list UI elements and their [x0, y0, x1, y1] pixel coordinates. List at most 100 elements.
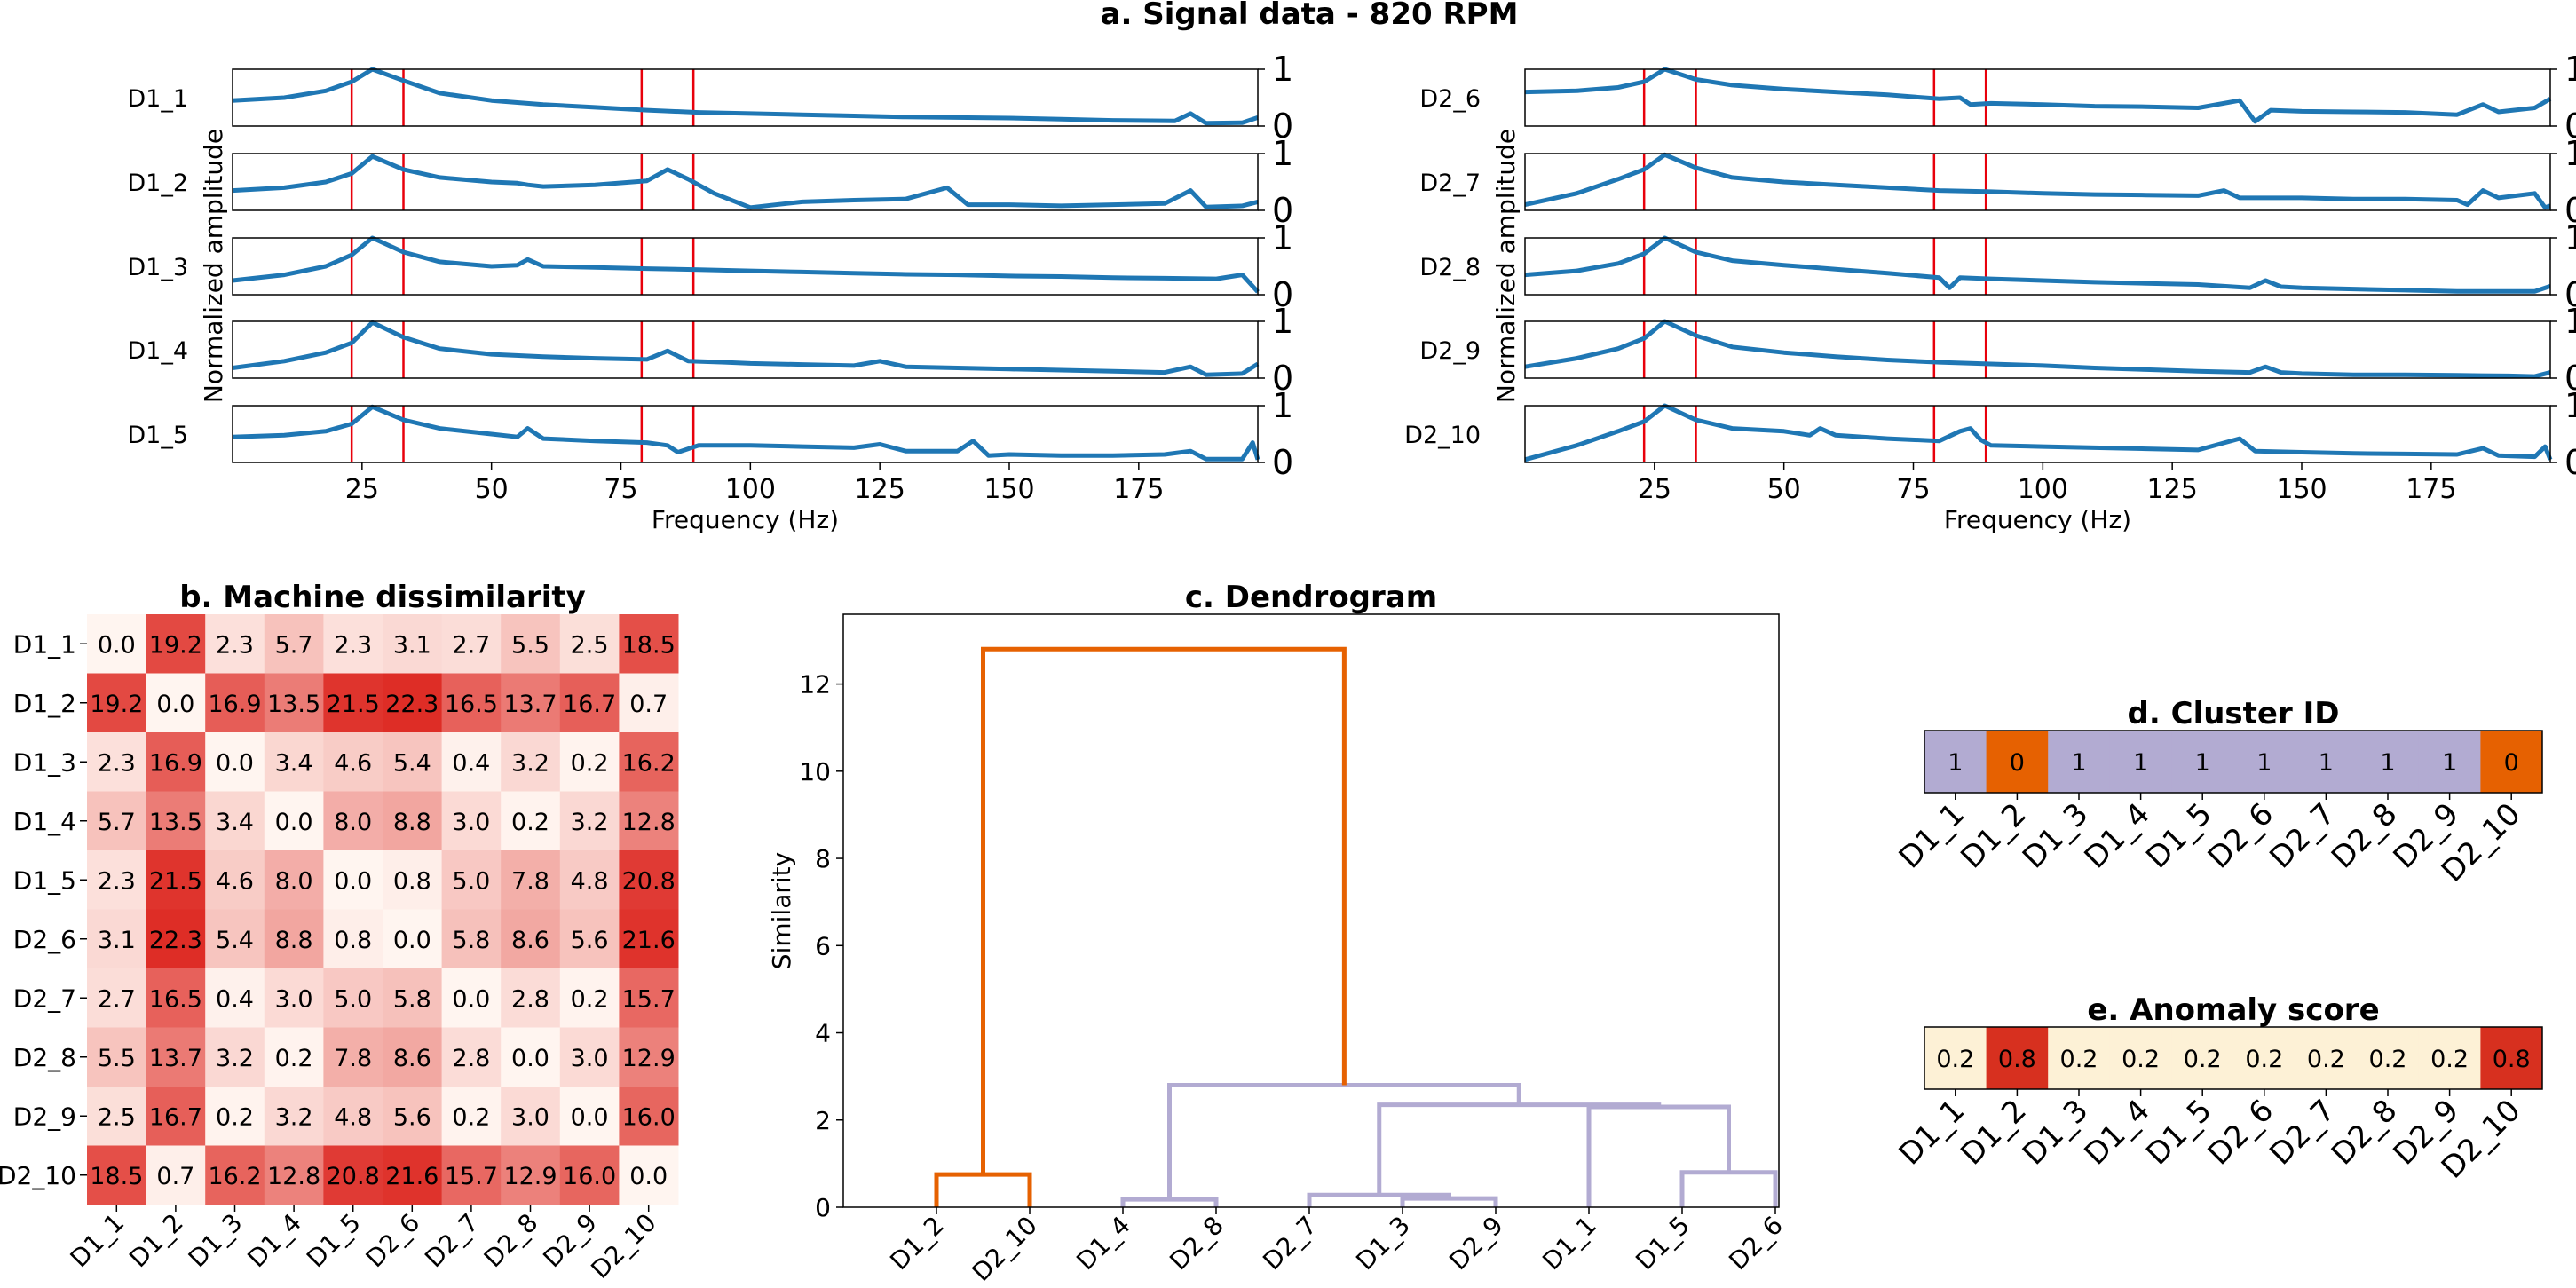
heatmap-cell [383, 791, 443, 851]
y-tick-label: 0 [1272, 107, 1293, 146]
series-label: D2_6 [1419, 85, 1481, 113]
x-tick-label: 125 [2147, 474, 2198, 505]
heatmap-cell [441, 791, 502, 851]
cell-value: 1 [2319, 749, 2334, 777]
subplot-frame [1524, 237, 2551, 296]
heatmap-cell [205, 614, 265, 674]
cell-value: 0.7 [156, 1163, 194, 1190]
heatmap-cell [87, 673, 147, 733]
x-axis-label: Frequency (Hz) [652, 505, 839, 534]
strip-label: D2_6 [2201, 796, 2280, 875]
strip-cell [2357, 1027, 2420, 1089]
dendrogram-link [1377, 1102, 1662, 1196]
cell-value: 3.0 [511, 1103, 549, 1131]
col-label: D1_4 [241, 1208, 307, 1274]
heatmap-cell [441, 673, 502, 733]
cell-value: 5.6 [571, 927, 609, 954]
heatmap-cell [205, 909, 265, 969]
plot-frame [842, 613, 1780, 1208]
anomaly-score-panel: e. Anomaly score 0.2 D1_1 0.8 D1_2 0.2 D1_3 0.2… [1892, 992, 2543, 1186]
cell-value: 3.4 [275, 749, 313, 777]
cell-value: 20.8 [327, 1163, 380, 1190]
heatmap-cell [205, 732, 265, 792]
cell-value: 5.7 [275, 631, 313, 659]
y-tick-label: 1 [2564, 218, 2576, 257]
y-tick-label: 1 [1272, 386, 1293, 425]
y-tick-label: 1 [2564, 386, 2576, 425]
cell-value: 0.2 [275, 1045, 313, 1072]
x-tick-label: 25 [345, 474, 379, 505]
cell-value: 1 [2133, 749, 2148, 777]
col-label: D2_10 [585, 1208, 661, 1284]
signal-line [232, 235, 1260, 294]
cell-value: 0 [2010, 749, 2025, 777]
heatmap-cell [383, 1145, 443, 1205]
heatmap-cell [559, 909, 620, 969]
heatmap-cell [146, 673, 206, 733]
x-axis-label: Frequency (Hz) [1944, 505, 2131, 534]
x-tick-label: 175 [1113, 474, 1164, 505]
subplot-frame [1524, 153, 2551, 211]
strip-cell [2418, 731, 2481, 793]
y-tick-label: 0 [1272, 359, 1293, 398]
x-tick-label: 75 [1896, 474, 1930, 505]
y-tick-label: 6 [815, 931, 831, 960]
heatmap-cell [383, 614, 443, 674]
cell-value: 2.7 [98, 985, 136, 1013]
x-tick-label: 175 [2406, 474, 2456, 505]
cell-value: 19.2 [149, 631, 202, 659]
heatmap-cell [559, 1027, 620, 1087]
heatmap-cell [619, 732, 679, 792]
heatmap-cell [559, 791, 620, 851]
cell-value: 15.7 [622, 985, 676, 1013]
heatmap-cell [323, 614, 383, 674]
heatmap-cell [383, 1027, 443, 1087]
cell-value: 16.2 [622, 749, 676, 777]
heatmap-cell [383, 909, 443, 969]
cell-value: 0.0 [571, 1103, 609, 1131]
signal-line [1524, 403, 2553, 462]
heatmap-cell [441, 1087, 502, 1146]
cell-value: 0.0 [629, 1163, 668, 1190]
heatmap-cell [323, 968, 383, 1028]
cell-value: 13.7 [149, 1045, 202, 1072]
series-label: D2_9 [1419, 337, 1481, 365]
signal-line [232, 404, 1260, 462]
panel-title: e. Anomaly score [2087, 992, 2379, 1028]
series-label: D2_7 [1419, 170, 1481, 197]
strip-cell [2480, 1027, 2543, 1089]
heatmap-cell [441, 1145, 502, 1205]
signal-line [1524, 67, 2552, 124]
row-label: D2_7 [13, 984, 76, 1013]
row-label: D1_5 [13, 865, 76, 895]
heatmap-cell [383, 732, 443, 792]
y-tick-label: 0 [2564, 275, 2576, 314]
heatmap-cell [619, 1145, 679, 1205]
leaf-label: D1_2 [884, 1211, 950, 1276]
cell-value: 1 [2442, 749, 2457, 777]
heatmap-cell [559, 1145, 620, 1205]
heatmap-cell [501, 791, 561, 851]
cell-value: 0.8 [334, 927, 372, 954]
cell-value: 3.0 [571, 1045, 609, 1072]
heatmap-cell [264, 673, 324, 733]
signal-line [232, 320, 1260, 377]
cell-value: 19.2 [90, 691, 143, 718]
heatmap-cell [87, 1087, 147, 1146]
cell-value: 0.0 [216, 749, 254, 777]
cell-value: 8.0 [275, 867, 313, 895]
figure-title: a. Signal data - 820 RPM [1101, 0, 1519, 32]
strip-frame [1924, 1026, 2543, 1090]
cell-value: 0.8 [1998, 1046, 2036, 1073]
heatmap-cell [441, 732, 502, 792]
col-label: D2_6 [360, 1208, 426, 1274]
cell-value: 2.8 [511, 985, 549, 1013]
series-label: D1_1 [127, 85, 188, 113]
heatmap-cell [323, 732, 383, 792]
y-tick-label: 1 [1272, 302, 1293, 341]
heatmap-cell [87, 850, 147, 910]
cell-value: 3.1 [393, 631, 431, 659]
heatmap-cell [264, 1027, 324, 1087]
heatmap-cell [559, 673, 620, 733]
